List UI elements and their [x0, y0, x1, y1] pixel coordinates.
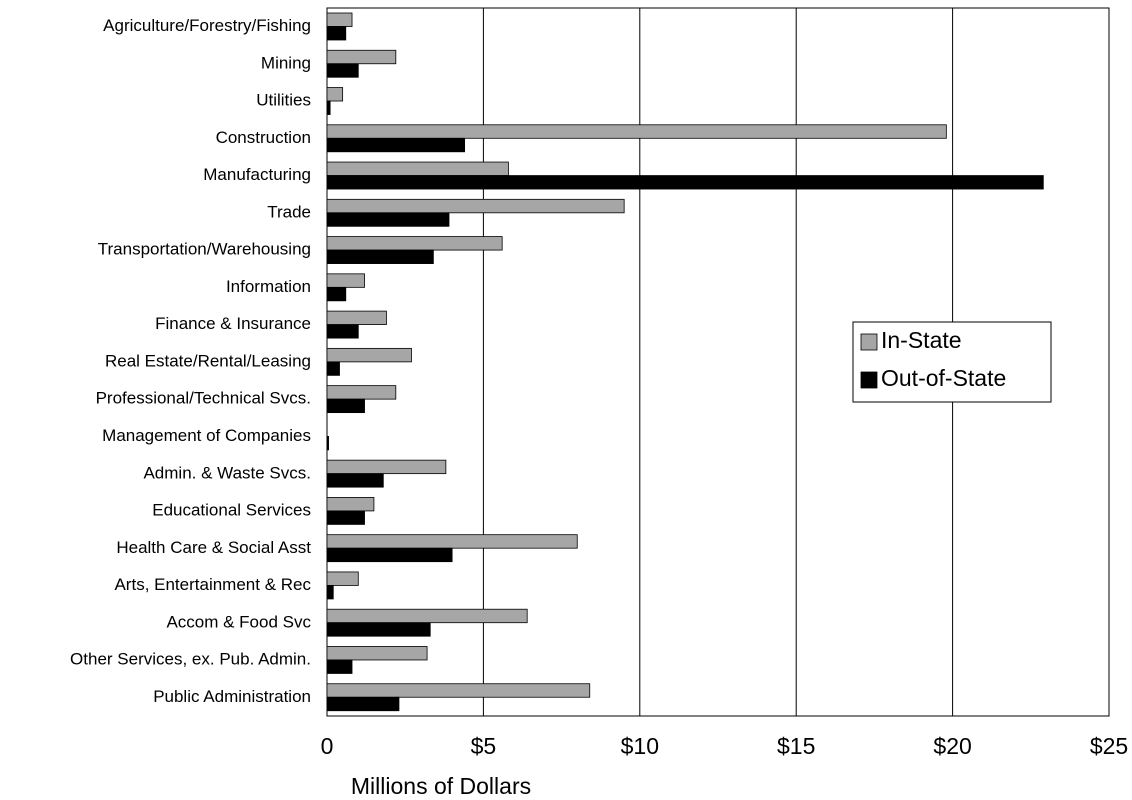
bar	[326, 100, 331, 115]
bar	[326, 696, 400, 712]
bar	[326, 324, 359, 339]
bar	[326, 310, 387, 326]
bar	[326, 473, 384, 488]
bar	[326, 212, 450, 227]
bar	[326, 534, 578, 549]
y-tick-label: Public Administration	[153, 687, 311, 706]
bar	[326, 236, 503, 251]
y-tick-label: Accom & Food Svc	[166, 612, 311, 631]
bar	[326, 361, 340, 376]
legend-swatch	[860, 371, 878, 389]
bar	[326, 683, 591, 698]
bar	[326, 646, 428, 661]
bar	[326, 547, 453, 563]
bar	[326, 124, 947, 139]
bar	[326, 286, 347, 302]
legend-label: In-State	[881, 327, 962, 353]
legend-swatch	[860, 333, 878, 351]
bar	[326, 137, 466, 153]
y-tick-label: Construction	[216, 128, 311, 147]
y-tick-label: Health Care & Social Asst	[116, 538, 311, 557]
bar	[326, 622, 431, 637]
y-tick-label: Utilities	[256, 91, 311, 110]
bar	[326, 87, 344, 102]
x-tick-label: $15	[777, 733, 815, 759]
bar	[326, 249, 434, 264]
bar	[326, 398, 365, 414]
x-tick-label: $5	[471, 733, 497, 759]
x-tick-label: $20	[933, 733, 971, 759]
bar	[326, 63, 359, 78]
bar	[326, 198, 625, 214]
y-tick-label: Trade	[267, 202, 311, 221]
bar	[326, 435, 329, 451]
y-tick-label: Educational Services	[152, 501, 311, 520]
y-tick-label: Admin. & Waste Svcs.	[143, 463, 311, 482]
y-tick-label: Other Services, ex. Pub. Admin.	[70, 650, 311, 669]
bar	[326, 49, 397, 65]
bar	[326, 497, 375, 512]
bar	[326, 347, 412, 363]
bar	[326, 273, 365, 288]
bar	[326, 26, 347, 41]
bar	[326, 12, 353, 27]
bar	[326, 175, 1044, 190]
y-tick-label: Real Estate/Rental/Leasing	[105, 351, 311, 370]
y-tick-label: Manufacturing	[203, 165, 311, 184]
y-tick-label: Mining	[261, 53, 311, 72]
bar	[326, 585, 334, 600]
bar	[326, 510, 365, 525]
x-tick-label: $10	[621, 733, 659, 759]
bar	[326, 659, 353, 674]
y-tick-label: Arts, Entertainment & Rec	[114, 575, 311, 594]
y-tick-label: Management of Companies	[102, 426, 311, 445]
x-tick-label: 0	[321, 733, 334, 759]
bar	[326, 571, 359, 586]
bar	[326, 385, 397, 400]
x-axis-label: Millions of Dollars	[351, 773, 531, 799]
bar	[326, 161, 509, 176]
y-tick-label: Transportation/Warehousing	[98, 240, 311, 259]
bar	[326, 608, 528, 624]
legend-box	[852, 321, 1052, 403]
x-tick-label: $25	[1090, 733, 1128, 759]
y-tick-label: Finance & Insurance	[155, 314, 311, 333]
y-tick-label: Professional/Technical Svcs.	[96, 389, 311, 408]
y-tick-label: Agriculture/Forestry/Fishing	[103, 16, 311, 35]
legend-label: Out-of-State	[881, 365, 1006, 391]
bar	[326, 459, 447, 475]
y-tick-label: Information	[226, 277, 311, 296]
